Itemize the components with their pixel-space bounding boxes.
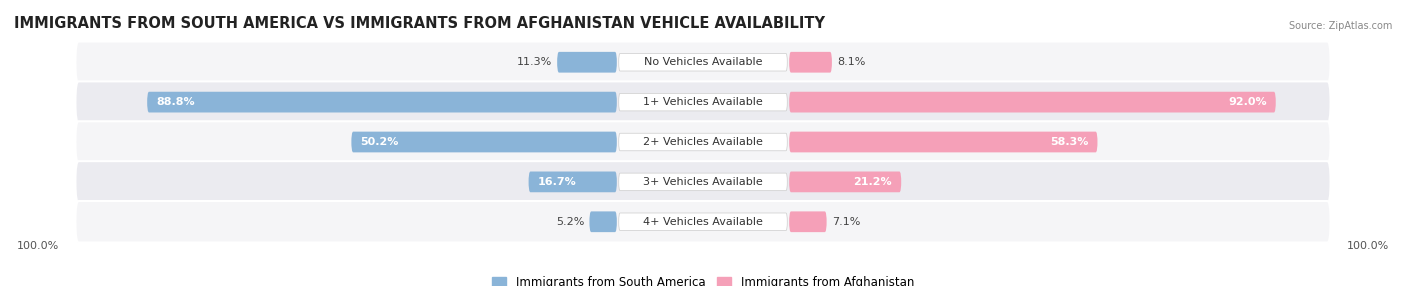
Text: Source: ZipAtlas.com: Source: ZipAtlas.com [1288, 21, 1392, 31]
FancyBboxPatch shape [76, 41, 1330, 83]
FancyBboxPatch shape [789, 132, 1098, 152]
Text: No Vehicles Available: No Vehicles Available [644, 57, 762, 67]
Text: 88.8%: 88.8% [156, 97, 195, 107]
FancyBboxPatch shape [619, 213, 787, 231]
FancyBboxPatch shape [789, 92, 1275, 112]
FancyBboxPatch shape [76, 161, 1330, 202]
FancyBboxPatch shape [619, 53, 787, 71]
Text: 16.7%: 16.7% [537, 177, 576, 187]
FancyBboxPatch shape [789, 172, 901, 192]
Text: 100.0%: 100.0% [17, 241, 59, 251]
FancyBboxPatch shape [76, 121, 1330, 163]
FancyBboxPatch shape [589, 211, 617, 232]
FancyBboxPatch shape [619, 173, 787, 191]
Text: 92.0%: 92.0% [1227, 97, 1267, 107]
Text: 7.1%: 7.1% [831, 217, 860, 227]
FancyBboxPatch shape [529, 172, 617, 192]
Text: 11.3%: 11.3% [517, 57, 553, 67]
Text: 50.2%: 50.2% [360, 137, 399, 147]
Text: IMMIGRANTS FROM SOUTH AMERICA VS IMMIGRANTS FROM AFGHANISTAN VEHICLE AVAILABILIT: IMMIGRANTS FROM SOUTH AMERICA VS IMMIGRA… [14, 16, 825, 31]
FancyBboxPatch shape [76, 201, 1330, 243]
Text: 21.2%: 21.2% [853, 177, 891, 187]
FancyBboxPatch shape [148, 92, 617, 112]
Text: 4+ Vehicles Available: 4+ Vehicles Available [643, 217, 763, 227]
FancyBboxPatch shape [76, 82, 1330, 123]
FancyBboxPatch shape [619, 93, 787, 111]
FancyBboxPatch shape [557, 52, 617, 73]
Text: 8.1%: 8.1% [837, 57, 865, 67]
Text: 5.2%: 5.2% [557, 217, 585, 227]
FancyBboxPatch shape [352, 132, 617, 152]
Text: 58.3%: 58.3% [1050, 137, 1088, 147]
Text: 1+ Vehicles Available: 1+ Vehicles Available [643, 97, 763, 107]
FancyBboxPatch shape [789, 52, 832, 73]
Text: 3+ Vehicles Available: 3+ Vehicles Available [643, 177, 763, 187]
Legend: Immigrants from South America, Immigrants from Afghanistan: Immigrants from South America, Immigrant… [488, 271, 918, 286]
FancyBboxPatch shape [619, 133, 787, 151]
Text: 100.0%: 100.0% [1347, 241, 1389, 251]
Text: 2+ Vehicles Available: 2+ Vehicles Available [643, 137, 763, 147]
FancyBboxPatch shape [789, 211, 827, 232]
